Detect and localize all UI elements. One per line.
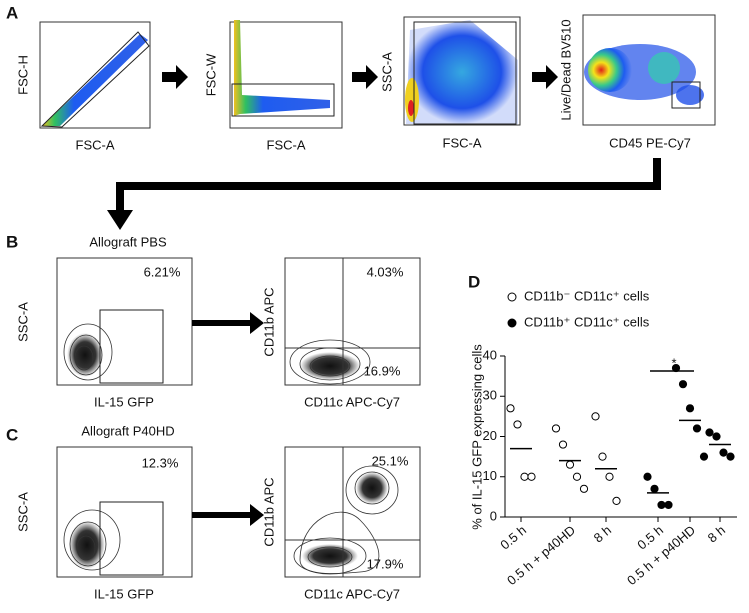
- flow-plot: [284, 257, 421, 386]
- point: [506, 404, 515, 413]
- flow-plot: [56, 446, 193, 578]
- point: [685, 404, 695, 413]
- gate-percent: 6.21%: [144, 264, 181, 279]
- point: [712, 432, 721, 441]
- legend-marker: [507, 292, 517, 302]
- point: [579, 484, 589, 493]
- axis-label: CD11b APC: [261, 477, 276, 546]
- axis-label: FSC-A: [267, 137, 306, 152]
- axis-label: % of IL-15 GFP expressing cells: [469, 344, 484, 530]
- legend-marker: [507, 318, 517, 328]
- connector: [116, 158, 661, 212]
- arrow: [192, 504, 264, 526]
- axis-label: FSC-A: [443, 135, 482, 150]
- axis-label: CD11c APC-Cy7: [304, 394, 400, 409]
- plot-title: Allograft P40HD: [81, 423, 174, 438]
- arrow: [162, 65, 188, 89]
- axis-label: CD11b APC: [261, 287, 276, 356]
- point: [605, 472, 614, 481]
- axis-label: IL-15 GFP: [94, 586, 154, 601]
- arrow: [107, 210, 133, 230]
- point: [643, 472, 652, 481]
- y-tick-label: 20: [483, 428, 497, 443]
- gate-percent: 12.3%: [142, 455, 179, 470]
- point: [520, 472, 529, 481]
- axis-label: FSC-H: [15, 55, 30, 95]
- point: [719, 448, 728, 457]
- point: [705, 428, 714, 437]
- flow-plot: [229, 20, 343, 129]
- point: [699, 452, 709, 461]
- point: [726, 452, 735, 461]
- point: [692, 424, 702, 433]
- point: [565, 460, 575, 469]
- arrow: [352, 65, 378, 89]
- legend-label: CD11b⁺ CD11c⁺ cells: [524, 314, 650, 329]
- point: [527, 472, 536, 481]
- axis-label: SSC-A: [15, 492, 30, 532]
- x-tick-label: 8 h: [591, 522, 614, 545]
- axis-label: CD11c APC-Cy7: [304, 586, 400, 601]
- panel-label: A: [6, 3, 18, 22]
- flow-plot: [284, 446, 421, 578]
- axis-label: FSC-A: [76, 137, 115, 152]
- arrow: [532, 65, 558, 89]
- quadrant-percent: 17.9%: [367, 556, 404, 571]
- axis-label: CD45 PE-Cy7: [609, 135, 691, 150]
- axis-label: SSC-A: [15, 302, 30, 342]
- y-tick-label: 0: [490, 508, 497, 523]
- point: [612, 496, 621, 505]
- y-tick-label: 10: [483, 468, 497, 483]
- point: [572, 472, 582, 481]
- point: [678, 380, 688, 389]
- point: [650, 484, 659, 493]
- point: [664, 500, 673, 510]
- panel-label: C: [6, 425, 18, 444]
- axis-label: Live/Dead BV510: [558, 19, 573, 120]
- flow-plot: [39, 21, 151, 129]
- y-tick-label: 30: [483, 388, 497, 403]
- legend-label: CD11b⁻ CD11c⁺ cells: [524, 288, 650, 303]
- axis-label: SSC-A: [379, 52, 394, 92]
- flow-plot: [582, 14, 716, 126]
- point: [591, 412, 600, 421]
- flow-plot: [56, 257, 193, 386]
- axis-label: FSC-W: [203, 53, 218, 96]
- x-tick-label: 0.5 h: [497, 522, 529, 552]
- point: [558, 440, 568, 449]
- point: [598, 452, 607, 461]
- quadrant-percent: 4.03%: [367, 264, 404, 279]
- x-tick-label: 8 h: [705, 522, 728, 545]
- axis-label: IL-15 GFP: [94, 394, 154, 409]
- point: [551, 424, 561, 433]
- quadrant-percent: 16.9%: [364, 363, 401, 378]
- panel-label: B: [6, 232, 18, 251]
- annotation: *: [671, 355, 676, 370]
- flow-plot: [403, 16, 521, 126]
- plot-title: Allograft PBS: [89, 234, 167, 249]
- point: [513, 420, 522, 429]
- arrow: [192, 312, 264, 334]
- y-tick-label: 40: [483, 347, 497, 362]
- point: [657, 500, 666, 510]
- quadrant-percent: 25.1%: [372, 453, 409, 468]
- panel-label: D: [468, 272, 480, 291]
